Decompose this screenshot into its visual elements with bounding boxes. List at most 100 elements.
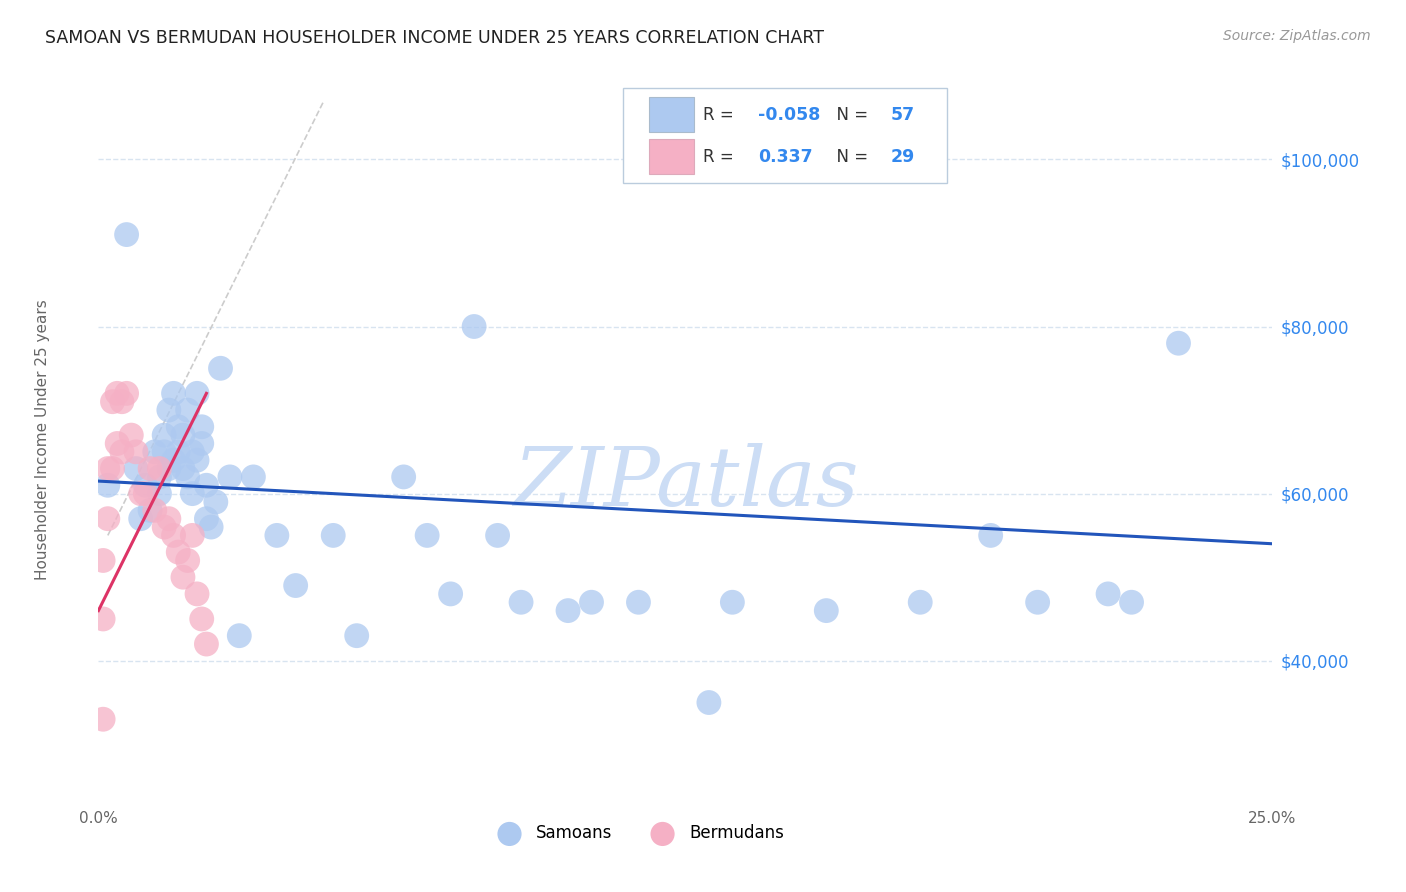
Point <box>167 419 190 434</box>
Point <box>581 595 603 609</box>
Point <box>200 520 222 534</box>
Point <box>97 461 120 475</box>
Point <box>134 478 156 492</box>
Point <box>91 553 114 567</box>
Text: R =: R = <box>703 148 740 166</box>
Point <box>697 696 720 710</box>
FancyBboxPatch shape <box>623 88 948 184</box>
Point <box>190 436 212 450</box>
Point <box>167 545 190 559</box>
Point <box>181 486 204 500</box>
Point <box>157 403 180 417</box>
Point <box>392 470 415 484</box>
Text: R =: R = <box>703 106 740 124</box>
Point <box>205 495 228 509</box>
Point <box>162 528 184 542</box>
Point <box>91 712 114 726</box>
Point <box>134 486 156 500</box>
Point <box>1167 336 1189 351</box>
Point <box>176 553 198 567</box>
Text: Source: ZipAtlas.com: Source: ZipAtlas.com <box>1223 29 1371 43</box>
Point <box>162 453 184 467</box>
Point <box>120 428 142 442</box>
Point <box>153 428 176 442</box>
Point <box>557 604 579 618</box>
Point <box>186 386 208 401</box>
Point <box>346 629 368 643</box>
Y-axis label: Householder Income Under 25 years: Householder Income Under 25 years <box>35 299 49 580</box>
FancyBboxPatch shape <box>650 97 693 132</box>
Point <box>721 595 744 609</box>
Point <box>195 478 218 492</box>
Point <box>1121 595 1143 609</box>
Text: N =: N = <box>827 148 873 166</box>
Point <box>980 528 1002 542</box>
Point <box>139 503 162 517</box>
Text: SAMOAN VS BERMUDAN HOUSEHOLDER INCOME UNDER 25 YEARS CORRELATION CHART: SAMOAN VS BERMUDAN HOUSEHOLDER INCOME UN… <box>45 29 824 46</box>
Point <box>176 470 198 484</box>
Point <box>148 486 170 500</box>
Point <box>129 511 152 525</box>
Point <box>172 461 194 475</box>
Point <box>172 428 194 442</box>
Point <box>242 470 264 484</box>
Point <box>284 578 307 592</box>
Point <box>167 445 190 459</box>
Text: N =: N = <box>827 106 873 124</box>
Point <box>176 403 198 417</box>
Point <box>1026 595 1049 609</box>
Point <box>105 436 128 450</box>
Point <box>322 528 344 542</box>
Text: 29: 29 <box>891 148 915 166</box>
Point <box>157 511 180 525</box>
Point <box>105 386 128 401</box>
Point <box>129 486 152 500</box>
Point <box>153 520 176 534</box>
Point <box>195 637 218 651</box>
Text: 57: 57 <box>891 106 915 124</box>
Point <box>486 528 509 542</box>
FancyBboxPatch shape <box>650 139 693 174</box>
Point <box>266 528 288 542</box>
Point <box>162 386 184 401</box>
Point <box>139 461 162 475</box>
Point <box>181 445 204 459</box>
Text: ZIPatlas: ZIPatlas <box>513 443 858 523</box>
Point <box>111 394 134 409</box>
Point <box>91 612 114 626</box>
Point <box>97 478 120 492</box>
Point <box>186 453 208 467</box>
Point <box>181 528 204 542</box>
Point <box>172 570 194 584</box>
Point <box>190 612 212 626</box>
Point <box>228 629 250 643</box>
Point <box>815 604 838 618</box>
Text: -0.058: -0.058 <box>758 106 821 124</box>
Point <box>463 319 485 334</box>
Point <box>101 461 124 475</box>
Point <box>1097 587 1119 601</box>
Point <box>111 445 134 459</box>
Point <box>143 445 166 459</box>
Point <box>439 587 461 601</box>
Legend: Samoans, Bermudans: Samoans, Bermudans <box>486 818 790 849</box>
Point <box>125 461 148 475</box>
Point <box>416 528 439 542</box>
Text: 0.337: 0.337 <box>758 148 813 166</box>
Point <box>627 595 650 609</box>
Point <box>148 470 170 484</box>
Point <box>186 587 208 601</box>
Point <box>908 595 931 609</box>
Point <box>209 361 232 376</box>
Point <box>219 470 242 484</box>
Point <box>115 227 138 242</box>
Point <box>97 511 120 525</box>
Point <box>153 445 176 459</box>
Point <box>157 461 180 475</box>
Point <box>195 511 218 525</box>
Point <box>190 419 212 434</box>
Point <box>125 445 148 459</box>
Point <box>101 394 124 409</box>
Point <box>510 595 533 609</box>
Point <box>143 503 166 517</box>
